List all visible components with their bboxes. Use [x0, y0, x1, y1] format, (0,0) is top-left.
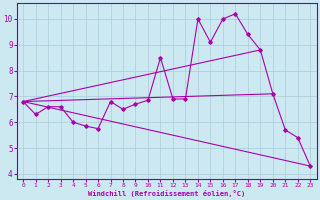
X-axis label: Windchill (Refroidissement éolien,°C): Windchill (Refroidissement éolien,°C)	[88, 190, 245, 197]
